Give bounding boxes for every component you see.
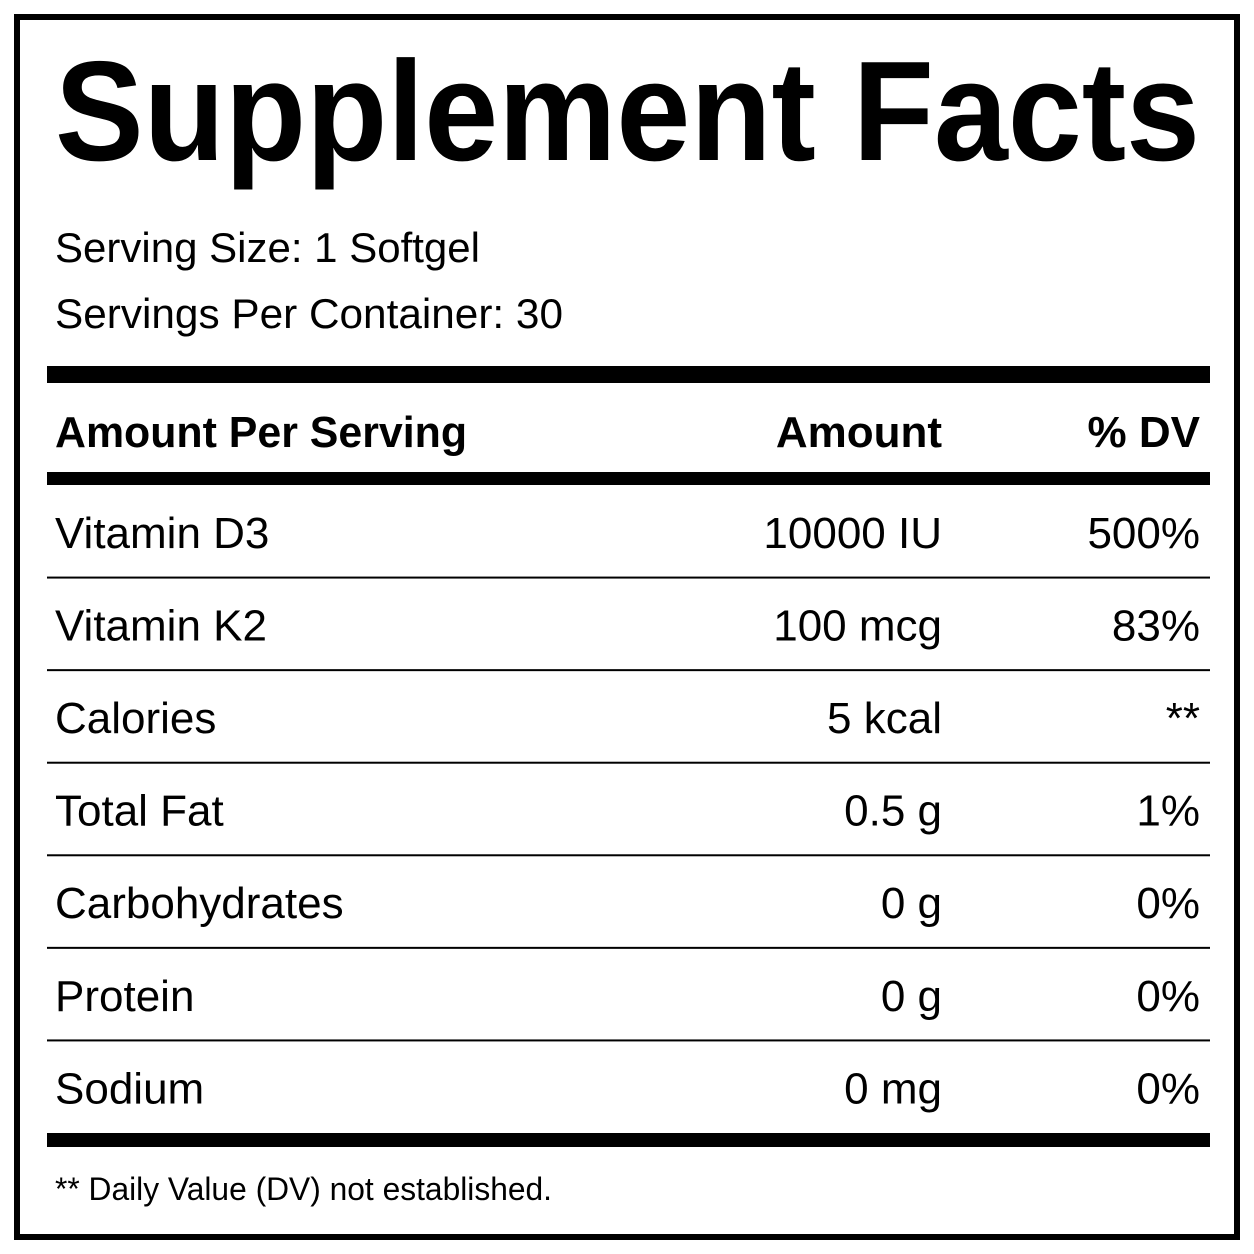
- thick-rule: [47, 1133, 1210, 1147]
- nutrient-amount: 10000 IU: [763, 509, 942, 558]
- row-divider: [47, 1039, 1210, 1042]
- nutrient-name: Calories: [55, 694, 216, 743]
- nutrient-amount: 0.5 g: [844, 787, 942, 836]
- nutrient-name: Sodium: [55, 1064, 204, 1113]
- table-body: Vitamin D3 10000 IU 500% Vitamin K2 100 mcg 8…: [47, 509, 1210, 1113]
- servings-per-container: Servings Per Container: 30: [55, 290, 563, 337]
- nutrient-name: Vitamin K2: [55, 602, 267, 651]
- nutrient-amount: 0 g: [881, 879, 942, 928]
- nutrient-name: Total Fat: [55, 787, 224, 836]
- nutrient-dv: **: [1166, 694, 1200, 743]
- nutrient-amount: 0 g: [881, 972, 942, 1021]
- row-divider: [47, 946, 1210, 949]
- nutrient-dv: 0%: [1136, 879, 1200, 928]
- nutrient-name: Vitamin D3: [55, 509, 269, 558]
- nutrient-name: Protein: [55, 972, 194, 1021]
- nutrient-dv: 0%: [1136, 1064, 1200, 1113]
- row-divider: [47, 576, 1210, 579]
- nutrient-dv: 83%: [1112, 602, 1200, 651]
- nutrient-amount: 0 mg: [844, 1064, 942, 1113]
- nutrient-dv: 500%: [1087, 509, 1200, 558]
- title: Supplement Facts: [55, 32, 1200, 191]
- row-divider: [47, 854, 1210, 857]
- nutrient-amount: 5 kcal: [827, 694, 942, 743]
- header-dv: % DV: [1088, 408, 1201, 457]
- label-border: [14, 14, 1240, 1240]
- header-amount: Amount: [776, 408, 943, 457]
- nutrient-dv: 1%: [1136, 787, 1200, 836]
- nutrient-dv: 0%: [1136, 972, 1200, 1021]
- serving-size: Serving Size: 1 Softgel: [55, 224, 480, 271]
- nutrient-amount: 100 mcg: [773, 602, 942, 651]
- row-divider: [47, 761, 1210, 764]
- header-name: Amount Per Serving: [55, 408, 467, 457]
- nutrient-name: Carbohydrates: [55, 879, 344, 928]
- footnote: ** Daily Value (DV) not established.: [55, 1171, 552, 1207]
- row-divider: [47, 669, 1210, 672]
- thick-rule: [47, 472, 1210, 485]
- thick-rule: [47, 366, 1210, 383]
